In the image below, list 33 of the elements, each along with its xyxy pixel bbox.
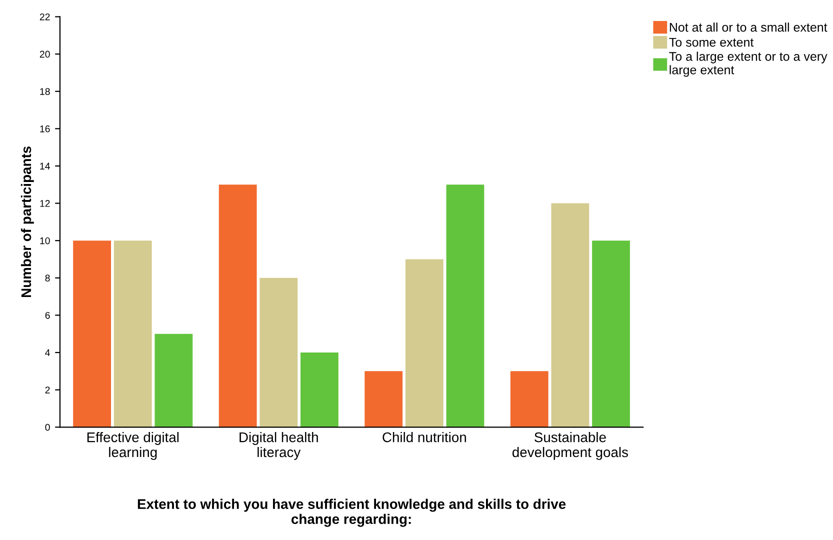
- x-tick-label: Effective digital learning: [87, 432, 179, 460]
- legend-label: To some extent: [669, 38, 754, 47]
- y-tick-label: 14: [40, 162, 50, 170]
- y-tick-label: 22: [40, 13, 50, 20]
- x-tick-label: Child nutrition: [382, 432, 466, 442]
- legend-label: Not at all or to a small extent: [670, 22, 828, 32]
- bar: [260, 278, 298, 428]
- bar: [405, 259, 444, 428]
- bar: [114, 240, 152, 428]
- y-tick-label: 10: [40, 237, 50, 244]
- bar: [510, 371, 548, 428]
- bar: [592, 240, 630, 428]
- y-tick-label: 6: [45, 312, 50, 319]
- bar: [551, 203, 590, 428]
- y-tick-label: 16: [40, 125, 50, 132]
- y-axis-title: Number of participants: [20, 146, 34, 298]
- bar: [300, 352, 338, 428]
- bar: [364, 371, 403, 428]
- bar: [154, 334, 193, 428]
- y-tick-label: 20: [40, 50, 50, 58]
- y-tick-label: 18: [40, 88, 50, 95]
- x-tick-label: Sustainable development goals: [512, 432, 628, 460]
- bar: [446, 184, 484, 428]
- x-tick-label: Digital health literacy: [240, 432, 318, 460]
- y-tick-label: 8: [45, 274, 50, 282]
- y-tick-label: 0: [45, 424, 50, 431]
- y-tick-label: 12: [40, 200, 50, 207]
- y-tick-label: 2: [45, 386, 50, 394]
- legend-label: To a large extent or to a very large extent: [669, 52, 828, 77]
- bar: [218, 184, 257, 428]
- x-axis-title: Extent to which you have sufficient knowledge and skills to drive change regarding:: [138, 498, 566, 527]
- y-tick-label: 4: [45, 349, 50, 356]
- bar: [73, 240, 111, 428]
